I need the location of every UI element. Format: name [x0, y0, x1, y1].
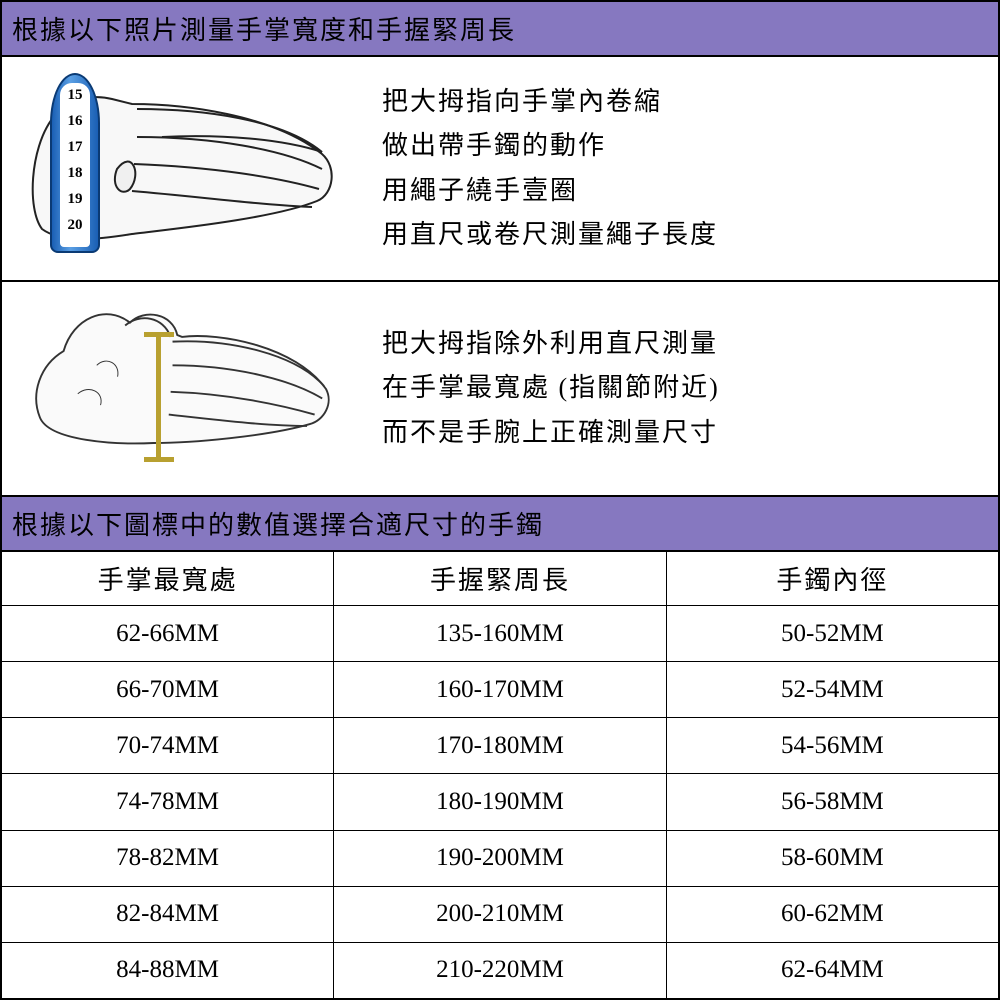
instruction-line: 做出帶手鐲的動作 — [382, 124, 988, 168]
table-cell: 50-52MM — [666, 606, 998, 662]
table-cell: 210-220MM — [334, 942, 667, 998]
instruction-line: 在手掌最寬處 (指關節附近) — [382, 366, 988, 410]
table-row: 62-66MM135-160MM50-52MM — [2, 606, 998, 662]
table-cell: 170-180MM — [334, 718, 667, 774]
table-cell: 52-54MM — [666, 662, 998, 718]
table-cell: 62-66MM — [2, 606, 334, 662]
table-row: 74-78MM180-190MM56-58MM — [2, 774, 998, 830]
instruction-text-1: 把大拇指向手掌內卷縮 做出帶手鐲的動作 用繩子繞手壹圈 用直尺或卷尺測量繩子長度 — [352, 80, 988, 257]
header-measure-instructions: 根據以下照片測量手掌寬度和手握緊周長 — [2, 2, 998, 57]
table-cell: 54-56MM — [666, 718, 998, 774]
hand-open-sketch-icon — [22, 299, 342, 479]
table-cell: 58-60MM — [666, 830, 998, 886]
table-cell: 135-160MM — [334, 606, 667, 662]
table-cell: 60-62MM — [666, 886, 998, 942]
instruction-line: 把大拇指除外利用直尺測量 — [382, 322, 988, 366]
col-bracelet-diameter: 手鐲內徑 — [666, 552, 998, 606]
panel-palm-width: 把大拇指除外利用直尺測量 在手掌最寬處 (指關節附近) 而不是手腕上正確測量尺寸 — [2, 282, 998, 497]
instruction-line: 用繩子繞手壹圈 — [382, 169, 988, 213]
tape-number: 17 — [60, 139, 90, 156]
sizing-guide: 根據以下照片測量手掌寬度和手握緊周長 15 — [0, 0, 1000, 1000]
table-cell: 84-88MM — [2, 942, 334, 998]
table-cell: 70-74MM — [2, 718, 334, 774]
instruction-text-2: 把大拇指除外利用直尺測量 在手掌最寬處 (指關節附近) 而不是手腕上正確測量尺寸 — [352, 322, 988, 455]
table-cell: 62-64MM — [666, 942, 998, 998]
table-cell: 74-78MM — [2, 774, 334, 830]
hand-illustration-width — [12, 292, 352, 485]
table-row: 78-82MM190-200MM58-60MM — [2, 830, 998, 886]
tape-measure-icon: 15 16 17 18 19 20 — [50, 73, 100, 253]
col-palm-width: 手掌最寬處 — [2, 552, 334, 606]
table-cell: 180-190MM — [334, 774, 667, 830]
table-row: 66-70MM160-170MM52-54MM — [2, 662, 998, 718]
table-row: 70-74MM170-180MM54-56MM — [2, 718, 998, 774]
table-cell: 56-58MM — [666, 774, 998, 830]
table-cell: 82-84MM — [2, 886, 334, 942]
size-table: 手掌最寬處 手握緊周長 手鐲內徑 62-66MM135-160MM50-52MM… — [2, 552, 998, 998]
table-row: 84-88MM210-220MM62-64MM — [2, 942, 998, 998]
table-header-row: 手掌最寬處 手握緊周長 手鐲內徑 — [2, 552, 998, 606]
tape-number: 20 — [60, 217, 90, 234]
table-cell: 66-70MM — [2, 662, 334, 718]
measure-line-icon — [156, 334, 161, 460]
table-cell: 78-82MM — [2, 830, 334, 886]
tape-number: 19 — [60, 191, 90, 208]
panel-circumference: 15 16 17 18 19 20 把大拇指向手掌內卷縮 做出帶手鐲的動作 用繩… — [2, 57, 998, 282]
instruction-line: 把大拇指向手掌內卷縮 — [382, 80, 988, 124]
col-grip-circumference: 手握緊周長 — [334, 552, 667, 606]
header-size-table: 根據以下圖標中的數值選擇合適尺寸的手鐲 — [2, 497, 998, 552]
measure-cap-icon — [144, 457, 174, 462]
hand-illustration-tape: 15 16 17 18 19 20 — [12, 67, 352, 270]
tape-number: 15 — [60, 87, 90, 104]
table-cell: 200-210MM — [334, 886, 667, 942]
table-row: 82-84MM200-210MM60-62MM — [2, 886, 998, 942]
table-cell: 190-200MM — [334, 830, 667, 886]
table-cell: 160-170MM — [334, 662, 667, 718]
instruction-line: 而不是手腕上正確測量尺寸 — [382, 411, 988, 455]
tape-number: 18 — [60, 165, 90, 182]
tape-number: 16 — [60, 113, 90, 130]
instruction-line: 用直尺或卷尺測量繩子長度 — [382, 213, 988, 257]
